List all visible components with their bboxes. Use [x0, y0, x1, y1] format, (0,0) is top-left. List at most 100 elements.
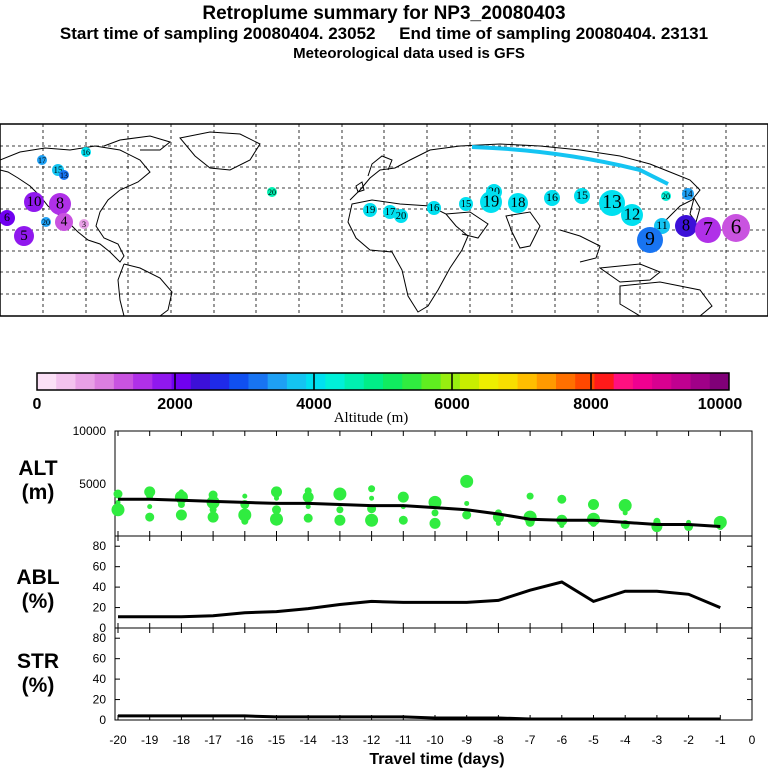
colorbar-cell [556, 373, 576, 390]
meteo-source: Meteorological data used is GFS [293, 45, 525, 62]
map-marker-label: 20 [42, 218, 50, 227]
x-tick-label: -16 [236, 733, 254, 747]
map-marker [508, 193, 528, 213]
map-marker [79, 219, 89, 229]
y-tick-label: 0 [99, 621, 106, 635]
trajectory-line [471, 145, 669, 186]
alt-scatter-point [334, 514, 346, 526]
alt-scatter-point [369, 495, 375, 501]
x-tick-label: -18 [173, 733, 191, 747]
x-tick-label: -9 [461, 733, 472, 747]
x-tick-label: -17 [204, 733, 222, 747]
alt-scatter-point [209, 506, 217, 514]
map-marker-label: 15 [461, 199, 472, 210]
colorbar-cell [690, 373, 711, 390]
alt-scatter-point [431, 509, 439, 517]
alt-label: ALT [18, 457, 57, 480]
map-marker-label: 11 [656, 218, 668, 232]
map-marker [24, 192, 44, 212]
map-marker [55, 213, 73, 231]
map-marker [41, 217, 51, 227]
map-marker-label: 9 [645, 229, 655, 250]
alt-scatter-point [365, 513, 379, 527]
map-marker [59, 170, 69, 180]
map-marker [682, 188, 694, 200]
map-marker-label: 17 [38, 156, 46, 165]
map-marker-label: 16 [429, 203, 440, 214]
y-tick-label: 80 [93, 631, 107, 645]
alt-scatter-point [336, 506, 344, 514]
colorbar-cell [56, 373, 76, 390]
alt-scatter-point [526, 492, 534, 500]
colorbar-cell [267, 373, 288, 390]
y-tick-label: 80 [93, 539, 107, 553]
alt-scatter-point [397, 491, 409, 503]
alt-scatter-point [302, 491, 314, 503]
map-marker [459, 197, 473, 211]
map-marker [544, 190, 560, 206]
map-marker-label: 20 [662, 192, 670, 201]
colorbar-cell [709, 373, 730, 390]
map-marker [37, 155, 47, 165]
cb-tick-6000: 6000 [434, 396, 470, 413]
map-marker [394, 209, 408, 223]
alt-scatter-point [178, 489, 184, 495]
map-marker-label: 8 [56, 193, 64, 212]
alt-scatter-point [147, 504, 153, 510]
colorbar-cell [459, 373, 480, 390]
alt-unit: (m) [22, 481, 55, 504]
x-tick-label: -13 [331, 733, 349, 747]
alt-scatter-point [177, 501, 185, 508]
colorbar-label: Altitude (m) [334, 410, 409, 426]
map-marker [599, 190, 625, 216]
x-tick-label: -1 [715, 733, 726, 747]
x-tick-label: -15 [268, 733, 286, 747]
map-marker [637, 227, 663, 253]
alt-scatter-point [111, 503, 125, 517]
alt-median-line [118, 497, 721, 528]
colorbar-cell [210, 373, 230, 390]
cb-tick-8000: 8000 [573, 396, 609, 413]
colorbar-cell [75, 373, 96, 390]
map-marker [49, 193, 71, 215]
map-marker-label: 13 [602, 192, 622, 213]
colorbar-cell [286, 373, 307, 390]
alt-scatter-point [241, 517, 249, 525]
colorbar-cell [498, 373, 519, 390]
abl-line [118, 580, 721, 619]
map-marker [0, 210, 15, 226]
map-marker [267, 187, 277, 197]
abl-label: ABL [16, 566, 59, 589]
map-marker [363, 203, 377, 217]
colorbar-cell [652, 373, 672, 390]
alt-scatter-point [462, 510, 472, 520]
map-marker [574, 188, 590, 204]
map-marker-label: 8 [682, 215, 690, 234]
map-marker-label: 3 [82, 220, 86, 229]
colorbar-cell [37, 373, 57, 390]
alt-scatter-point [242, 493, 248, 499]
alt-scatter-point [274, 495, 279, 501]
colorbar-cell [94, 373, 115, 390]
alt-scatter-point [651, 521, 663, 533]
alt-scatter-point [557, 494, 567, 504]
colorbar-cell [363, 373, 384, 390]
colorbar-cell [671, 373, 692, 390]
map-marker [621, 204, 643, 226]
x-axis-ticks: -20 -19 -18 -17 -16 -15 -14 -13 -12 -11 -10 -9 -8 -7-… [109, 733, 755, 747]
x-tick-label: -8 [493, 733, 504, 747]
colorbar-cell [594, 373, 615, 390]
map-marker-label: 12 [624, 204, 641, 223]
trajectory-path [471, 145, 669, 186]
map-marker-label: 19 [483, 191, 500, 210]
map-marker-label: 6 [731, 215, 742, 239]
map-marker-label: 16 [546, 190, 558, 204]
y-tick-label: 20 [93, 693, 107, 707]
page-title: Retroplume summary for NP3_20080403 [202, 3, 566, 24]
colorbar-cell [171, 373, 192, 390]
alt-panel: ALT (m) 10000 5000 [18, 424, 753, 537]
colorbar-cell [229, 373, 249, 390]
x-tick-label: -2 [683, 733, 694, 747]
alt-scatter-point [207, 511, 219, 523]
